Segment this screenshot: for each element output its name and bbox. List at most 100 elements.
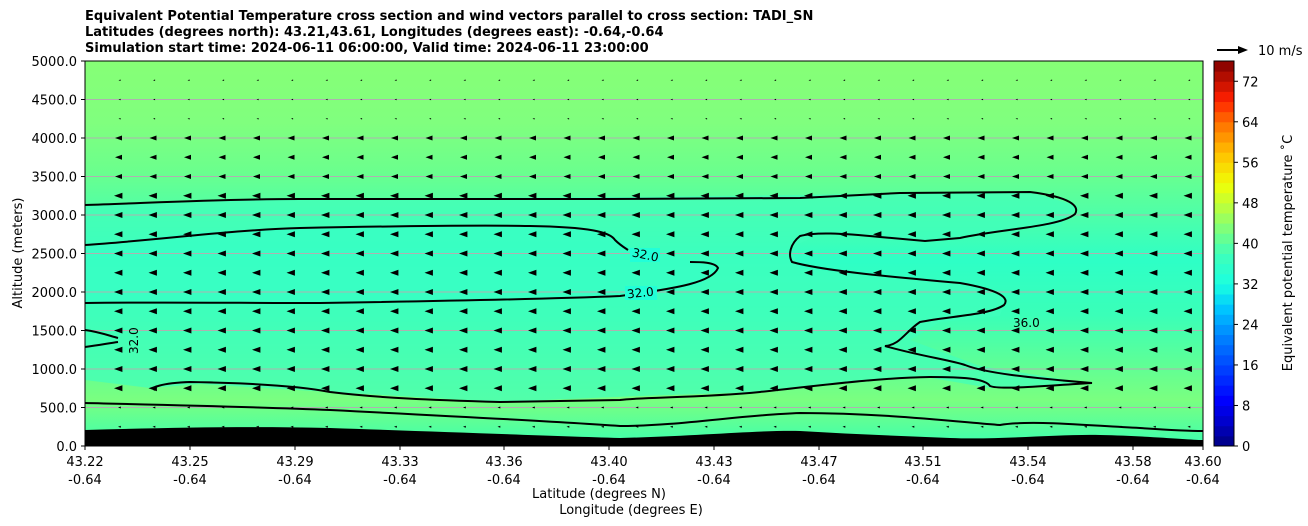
wind-vector — [425, 135, 433, 141]
wind-vector — [183, 269, 192, 276]
wind-vector — [187, 425, 190, 428]
wind-vector — [183, 385, 192, 392]
wind-vector — [114, 289, 123, 295]
wind-vector — [1183, 346, 1192, 353]
wind-vector — [942, 231, 951, 238]
wind-vector — [1046, 135, 1054, 141]
wind-vector — [601, 118, 604, 120]
wind-vector — [877, 79, 880, 81]
wind-vector — [736, 154, 743, 160]
colorbar-band — [1214, 111, 1234, 123]
wind-vector — [700, 231, 709, 238]
wind-vector — [877, 406, 880, 409]
wind-vector — [804, 250, 813, 257]
contour-left-32 — [84, 329, 119, 339]
wind-vector — [532, 118, 535, 120]
colorbar-band — [1214, 415, 1234, 427]
chart-title-line-2: Latitudes (degrees north): 43.21,43.61, … — [85, 25, 664, 40]
wind-vector — [567, 118, 570, 120]
wind-vector — [774, 118, 777, 120]
wind-vector — [631, 327, 640, 334]
wind-vector — [252, 192, 261, 199]
wind-vector — [563, 174, 571, 179]
wind-vector — [532, 98, 535, 101]
wind-vector — [528, 289, 537, 295]
wind-vector — [1011, 308, 1020, 315]
wind-vector — [946, 425, 949, 428]
wind-vector — [493, 346, 502, 353]
contour-label-1: 32.0 — [631, 245, 660, 264]
wind-vector — [805, 174, 812, 179]
wind-vector — [460, 154, 467, 160]
wind-vector — [184, 135, 191, 141]
wind-vector — [152, 406, 156, 409]
wind-vector — [459, 269, 468, 276]
colorbar-band — [1214, 253, 1234, 265]
wind-vector — [1184, 135, 1192, 141]
wind-vector — [286, 231, 295, 238]
wind-vector — [1012, 174, 1019, 179]
wind-vector — [494, 154, 502, 160]
wind-vector — [148, 231, 157, 238]
wind-vector — [114, 327, 123, 334]
wind-vector — [601, 79, 604, 81]
wind-vector — [770, 135, 778, 141]
wind-vector — [1015, 118, 1018, 120]
contour-labels: 32.0 32.0 32.0 36.0 — [127, 245, 1040, 354]
wind-vector — [1045, 308, 1054, 315]
wind-vector — [769, 346, 778, 353]
wind-vector — [217, 346, 226, 353]
wind-vector — [636, 98, 639, 101]
wind-vector — [1183, 269, 1192, 276]
wind-vector — [562, 385, 571, 392]
wind-vector — [1080, 269, 1089, 276]
wind-vector — [321, 308, 330, 315]
wind-vector — [355, 385, 364, 392]
wind-vector — [942, 192, 951, 199]
wind-vector — [942, 289, 951, 295]
wind-vector — [424, 366, 433, 372]
wind-vector — [394, 79, 397, 81]
wind-vector — [217, 289, 226, 295]
wind-vector — [360, 118, 363, 120]
wind-vector — [493, 289, 502, 295]
chart-title-line-1: Equivalent Potential Temperature cross s… — [85, 9, 814, 24]
wind-vector — [253, 154, 260, 160]
wind-vector — [1183, 250, 1192, 257]
wind-vector — [631, 269, 640, 276]
wind-vector — [666, 327, 675, 334]
wind-vector — [428, 425, 432, 428]
wind-vector — [1084, 98, 1087, 101]
x-tick-lon-label: -0.64 — [1186, 473, 1220, 488]
wind-vector — [256, 118, 259, 120]
wind-vector — [493, 308, 502, 315]
wind-vector — [183, 308, 192, 315]
wind-vector — [424, 289, 433, 295]
colorbar-band — [1214, 395, 1234, 406]
wind-vector — [322, 135, 329, 141]
wind-vector — [631, 385, 640, 392]
wind-vector — [390, 346, 399, 353]
wind-vector — [1188, 98, 1191, 101]
wind-vector — [218, 135, 226, 141]
contour-upper-32 — [84, 190, 1093, 404]
wind-vector — [256, 98, 259, 101]
wind-vector — [1011, 346, 1020, 353]
colorbar: 0 8 16 24 32 40 48 56 64 72 — [1213, 60, 1259, 455]
wind-vector — [463, 98, 466, 101]
wind-vector — [148, 192, 157, 199]
wind-vector — [1114, 327, 1123, 334]
wind-vector — [183, 366, 192, 372]
wind-vector — [183, 289, 192, 295]
wind-vector — [566, 406, 570, 409]
wind-vector — [528, 327, 537, 334]
wind-vector — [360, 79, 363, 81]
wind-vector — [666, 192, 675, 199]
wind-vector — [774, 79, 777, 81]
wind-vector — [873, 269, 882, 276]
wind-vector — [391, 174, 398, 179]
wind-vector — [877, 425, 880, 428]
y-tick-label: 4500.0 — [32, 94, 78, 109]
wind-vector — [428, 406, 432, 409]
wind-vector — [736, 174, 743, 179]
